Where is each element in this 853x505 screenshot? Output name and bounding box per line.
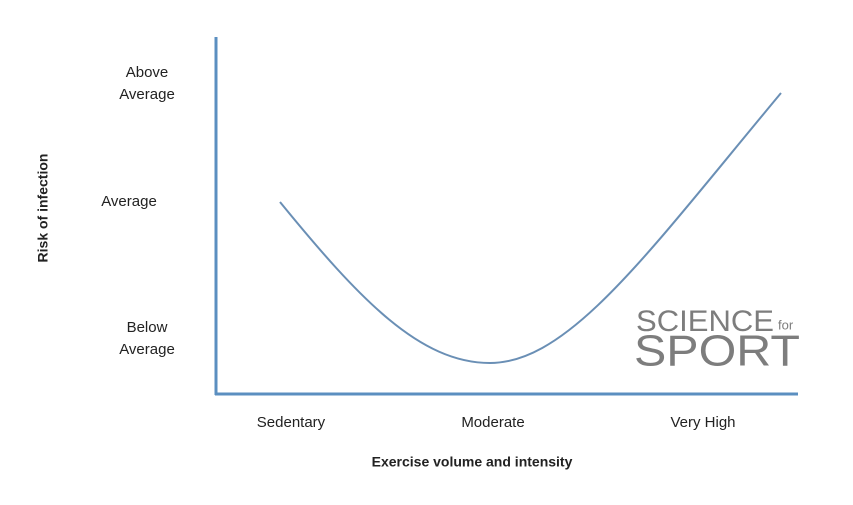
logo-line1: SCIENCE xyxy=(636,305,774,338)
y-label: Average xyxy=(119,86,175,103)
x-label: Very High xyxy=(670,414,735,431)
x-label: Moderate xyxy=(461,414,524,431)
x-axis-title: Exercise volume and intensity xyxy=(372,454,573,470)
y-label: Above xyxy=(126,64,169,81)
y-label: Average xyxy=(101,193,157,210)
j-curve xyxy=(279,92,782,365)
logo: SCIENCE for SPORT xyxy=(634,305,800,376)
logo-line2: SPORT xyxy=(634,327,800,376)
y-axis-title: Risk of infection xyxy=(35,154,51,263)
y-label: Average xyxy=(119,341,175,358)
x-label: Sedentary xyxy=(257,414,326,431)
y-label: Below xyxy=(127,319,168,336)
logo-small: for xyxy=(778,317,794,332)
